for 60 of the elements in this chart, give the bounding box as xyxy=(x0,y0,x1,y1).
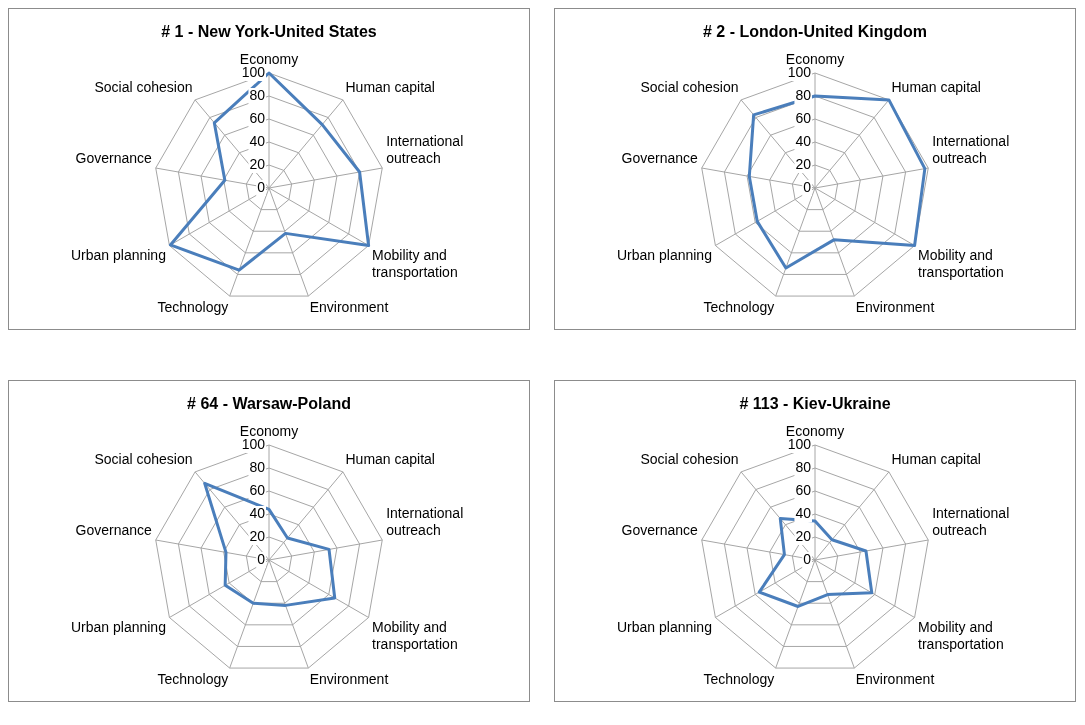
y-tick-label: 0 xyxy=(803,550,812,567)
y-tick-label: 20 xyxy=(795,155,812,172)
y-tick-label: 100 xyxy=(787,435,812,452)
spoke-label: Social cohesion xyxy=(94,79,193,96)
spoke-label: Technology xyxy=(157,671,229,688)
y-tick-label: 20 xyxy=(249,155,266,172)
y-tick-label: 60 xyxy=(795,481,812,498)
spoke-label: Urban planning xyxy=(616,246,712,263)
spoke-label: International outreach xyxy=(932,133,1010,166)
spoke-label: Social cohesion xyxy=(94,451,193,468)
chart-title: # 64 - Warsaw-Poland xyxy=(187,395,351,413)
chart-title: # 2 - London-United Kingdom xyxy=(703,23,927,41)
y-tick-label: 100 xyxy=(787,63,812,80)
y-tick-label: 0 xyxy=(257,178,266,195)
y-tick-label: 20 xyxy=(795,527,812,544)
spoke-label: Governance xyxy=(621,149,699,166)
y-tick-label: 80 xyxy=(795,86,812,103)
y-tick-label: 60 xyxy=(249,481,266,498)
spoke-label: International outreach xyxy=(386,133,464,166)
y-tick-label: 60 xyxy=(249,109,266,126)
y-tick-label: 100 xyxy=(241,435,266,452)
spoke-label: Human capital xyxy=(345,451,435,468)
y-tick-label: 80 xyxy=(795,458,812,475)
spoke-label: Governance xyxy=(75,521,153,538)
spoke-label: Environment xyxy=(309,671,389,688)
spoke-label: Social cohesion xyxy=(640,79,739,96)
spoke-label: Mobility and transportation xyxy=(918,246,1004,280)
spoke-label: Technology xyxy=(157,299,229,316)
spoke-label: Human capital xyxy=(891,451,981,468)
spoke-label: Mobility and transportation xyxy=(372,618,458,652)
spoke-label: Social cohesion xyxy=(640,451,739,468)
y-tick-label: 60 xyxy=(795,109,812,126)
spoke-label: Mobility and transportation xyxy=(372,246,458,280)
spoke-label: Urban planning xyxy=(616,618,712,635)
spoke-label: Human capital xyxy=(891,79,981,96)
y-tick-label: 40 xyxy=(249,504,266,521)
chart-title: # 113 - Kiev-Ukraine xyxy=(739,395,891,413)
y-tick-label: 40 xyxy=(249,132,266,149)
spoke-label: International outreach xyxy=(386,505,464,538)
y-tick-label: 0 xyxy=(803,178,812,195)
spoke-label: Environment xyxy=(855,299,935,316)
y-tick-label: 0 xyxy=(257,550,266,567)
spoke-label: Mobility and transportation xyxy=(918,618,1004,652)
spoke-label: Human capital xyxy=(345,79,435,96)
y-tick-label: 40 xyxy=(795,504,812,521)
y-tick-label: 80 xyxy=(249,86,266,103)
spoke-label: Urban planning xyxy=(70,618,166,635)
spoke-label: Technology xyxy=(703,671,775,688)
spoke-label: Governance xyxy=(621,521,699,538)
spoke-label: International outreach xyxy=(932,505,1010,538)
y-tick-label: 100 xyxy=(241,63,266,80)
spoke-label: Environment xyxy=(309,299,389,316)
y-tick-label: 20 xyxy=(249,527,266,544)
y-tick-label: 80 xyxy=(249,458,266,475)
spoke-label: Environment xyxy=(855,671,935,688)
spoke-label: Urban planning xyxy=(70,246,166,263)
spoke-label: Governance xyxy=(75,149,153,166)
chart-title: # 1 - New York-United States xyxy=(161,23,377,41)
y-tick-label: 40 xyxy=(795,132,812,149)
spoke-label: Technology xyxy=(703,299,775,316)
